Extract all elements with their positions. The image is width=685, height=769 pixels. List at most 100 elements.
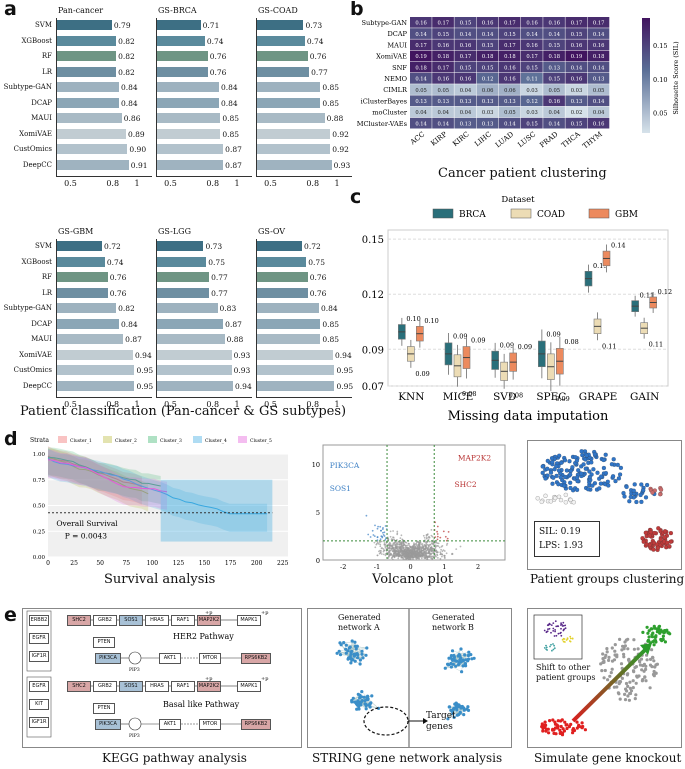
- ko-point-red: [563, 720, 567, 724]
- b-cell-value-8-8: 0.04: [593, 110, 605, 116]
- a-bar-value-t0-7: 0.89: [127, 129, 145, 139]
- string-node-a2: [364, 702, 368, 706]
- b-cell-8-5: [521, 106, 543, 118]
- clus-point-blue: [549, 456, 555, 461]
- b-cell-0-2: [454, 17, 477, 28]
- volc-point: [442, 530, 445, 533]
- ko-inset-teal: [553, 644, 555, 647]
- clus-point-red: [668, 530, 673, 536]
- volc-point: [389, 535, 392, 538]
- volc-point: [406, 557, 409, 560]
- string-node-a2: [366, 694, 370, 698]
- volc-point: [382, 531, 384, 534]
- volc-point: [409, 558, 412, 561]
- b-cell-value-7-5: 0.12: [526, 99, 538, 105]
- network-a-label: Generated network A: [338, 613, 381, 632]
- a-bar-b2-7: [257, 349, 334, 360]
- clus-point-blue: [574, 487, 580, 493]
- b-cell-2-5: [521, 39, 543, 51]
- a-tick-t1-1: 0.8: [206, 179, 220, 188]
- ko-point-green: [665, 629, 669, 633]
- b-row-label-0: Subtype-GAN: [361, 19, 407, 27]
- clus-point-pink: [658, 492, 663, 497]
- a-bar-value-b0-3: 0.76: [109, 288, 127, 298]
- volc-point: [378, 552, 381, 555]
- surv-y-tick-1: 0.75: [33, 478, 46, 484]
- surv-legend-swatch-1: [103, 436, 112, 443]
- volc-point: [374, 524, 376, 527]
- b-row-label-9: MCluster-VAEs: [357, 120, 408, 128]
- clus-point-blue: [568, 472, 573, 477]
- ko-point-grey: [626, 647, 630, 651]
- clus-point-blue: [644, 482, 650, 488]
- volc-point: [405, 548, 408, 551]
- surv-x-tick-0: 0: [46, 560, 50, 567]
- ko-point-grey: [618, 680, 622, 685]
- clus-point-blue: [548, 470, 554, 475]
- panel-letter-d: d: [4, 428, 18, 450]
- b-col-label-7: THCA: [560, 130, 582, 150]
- b-cell-7-6: [543, 95, 565, 107]
- b-row-label-5: NEMO: [384, 75, 407, 83]
- string-node-a2: [370, 694, 374, 698]
- b-cell-4-4: [498, 61, 521, 73]
- b-cell-value-0-5: 0.16: [526, 21, 538, 27]
- a-bar-value-b0-7: 0.94: [135, 350, 152, 360]
- string-node-a1: [354, 647, 358, 651]
- kegg-chain-her2-3: HRAS: [145, 615, 169, 626]
- b-cell-4-7: [565, 61, 588, 73]
- string-node-a1: [358, 658, 362, 662]
- kegg-chain-basal-2: SOS1: [119, 681, 143, 692]
- volc-point: [390, 553, 392, 555]
- a-method-label-0: SVM: [34, 242, 52, 250]
- b-cell-value-9-5: 0.15: [526, 121, 538, 127]
- b-cell-value-5-1: 0.16: [438, 77, 450, 83]
- volc-point: [441, 550, 444, 553]
- volc-point: [444, 535, 447, 538]
- ko-inset-purple: [554, 620, 557, 623]
- ko-point-grey: [632, 638, 636, 642]
- c-median-label-2-2: 0.09: [518, 343, 532, 351]
- volc-point: [400, 552, 403, 555]
- ko-point-grey: [624, 638, 628, 642]
- a-panel-title-b1: GS-LGG: [158, 227, 191, 236]
- volc-point: [394, 549, 397, 552]
- a-bar-value-b0-2: 0.76: [109, 273, 127, 282]
- volc-point: [439, 536, 442, 539]
- volc-x-tick-4: 2: [476, 563, 480, 571]
- b-cell-value-2-1: 0.16: [438, 43, 450, 49]
- b-cell-5-2: [454, 73, 477, 84]
- surv-y-tick-3: 0.25: [33, 529, 46, 535]
- volc-point: [442, 549, 445, 551]
- volc-point: [384, 546, 387, 549]
- ko-point-grey: [624, 681, 629, 686]
- b-cell-3-3: [476, 50, 499, 62]
- volc-point: [432, 539, 435, 542]
- ko-inset-purple: [554, 630, 556, 633]
- surv-legend-label-1: Cluster_2: [115, 438, 137, 444]
- b-cell-7-7: [565, 95, 588, 107]
- a-bar-b0-1: [57, 256, 105, 267]
- clus-point-blue: [561, 483, 567, 488]
- surv-legend-label-0: Cluster_1: [70, 438, 92, 444]
- c-median-label-5-1: 0.11: [649, 340, 663, 348]
- ko-point-grey: [633, 666, 637, 670]
- ko-point-grey: [605, 650, 609, 654]
- b-cell-0-5: [521, 17, 543, 28]
- a-tick-b1-2: 1: [234, 400, 240, 409]
- b-cell-value-0-2: 0.15: [460, 21, 472, 27]
- ko-inset-yellow: [561, 638, 564, 641]
- volc-point: [410, 556, 413, 559]
- volc-y-tick-1: 5: [316, 509, 320, 517]
- volc-point: [384, 525, 387, 527]
- volc-point: [397, 553, 399, 556]
- b-cell-5-5: [521, 73, 543, 84]
- volc-point: [413, 542, 415, 544]
- kegg-phospho-basal-b: +p: [261, 676, 268, 682]
- volc-point: [420, 557, 423, 560]
- ko-point-green: [647, 635, 651, 639]
- volc-point: [391, 555, 394, 558]
- string-edge-a2: [351, 691, 362, 703]
- b-row-label-2: MAUI: [387, 41, 407, 49]
- c-legend-label-0: BRCA: [459, 210, 486, 220]
